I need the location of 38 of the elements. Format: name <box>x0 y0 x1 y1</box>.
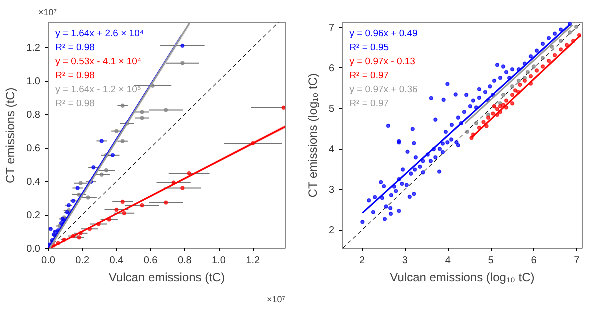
y-tick-label: 5 <box>328 104 335 116</box>
y-tick-label: 4 <box>328 144 335 156</box>
series-label: y = 1.64x - 1.2 × 10⁵ R² = 0.98 <box>56 84 142 110</box>
y-tick-label: 0.0 <box>26 244 41 255</box>
y-axis-title: CT emissions (log₁₀ tC) <box>306 74 320 198</box>
text: y = 0.53x - 4.1 × 10⁴ R² = 0.98 <box>56 56 142 82</box>
y-tick-label: 0.2 <box>26 210 41 222</box>
text: y = 0.97x + 0.36 R² = 0.97 <box>350 84 418 110</box>
x-tick-label: 2 <box>359 256 366 266</box>
y-tick-label: 7 <box>328 22 335 34</box>
x-tick-label: 3 <box>402 256 408 266</box>
x-axis-title: Vulcan emissions (log₁₀ tC) <box>390 270 535 284</box>
y-tick-label: 1.2 <box>26 43 41 54</box>
text: y = 1.64x + 2.6 × 10⁴ R² = 0.98 <box>56 28 144 54</box>
y-tick-label: 6 <box>328 63 335 74</box>
x-tick-label: 5 <box>488 256 494 266</box>
text: y = 0.97x - 0.13 R² = 0.97 <box>350 56 416 82</box>
y-tick-label: 3 <box>328 185 335 196</box>
x-tick-label: 0.8 <box>178 256 192 266</box>
text: ×10⁷ <box>38 8 58 18</box>
x-tick-label: 1.2 <box>246 256 260 266</box>
y-tick-label: 1.0 <box>26 76 41 88</box>
x-axis-title: Vulcan emissions (tC) <box>108 270 226 284</box>
x-tick-label: 6 <box>531 256 538 266</box>
x-tick-label: 7 <box>574 256 580 266</box>
y-tick-label: 0.8 <box>26 110 41 122</box>
x-tick-label: 4 <box>445 256 452 266</box>
y-tick-label: 0.4 <box>26 177 41 188</box>
text: ×10⁷ <box>266 294 286 304</box>
x-tick-label: 0.4 <box>110 256 124 266</box>
y-axis-title: CT emissions (tC) <box>4 88 18 184</box>
text: y = 0.96x + 0.49 R² = 0.95 <box>350 28 418 54</box>
x-tick-label: 1.0 <box>212 256 226 266</box>
y-tick-label: 2 <box>328 226 335 237</box>
x-tick-label: 0.0 <box>42 256 56 266</box>
x-tick-label: 0.2 <box>76 256 90 266</box>
x-tick-label: 0.6 <box>144 256 158 266</box>
y-tick-label: 0.6 <box>26 144 41 155</box>
